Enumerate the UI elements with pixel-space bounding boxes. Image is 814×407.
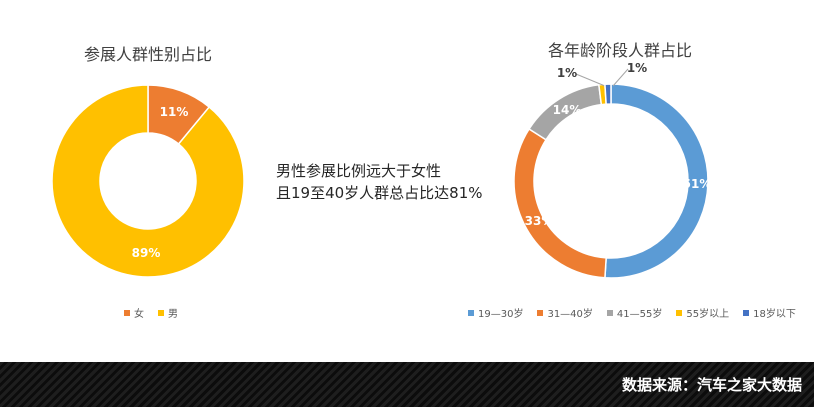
gender-chart-title: 参展人群性别占比 <box>83 45 212 64</box>
legend-label-1-0: 19—30岁 <box>478 309 524 320</box>
footer-bar: 数据来源：汽车之家大数据 <box>0 362 814 407</box>
legend-swatch-0-1 <box>158 309 164 316</box>
donut-slice-0-1 <box>51 84 245 278</box>
summary-line-1: 男性参展比例远大于女性 <box>276 162 442 180</box>
data-label-1-0: 51% <box>683 177 712 191</box>
legend-item-0-0: 女 <box>124 305 144 320</box>
legend-swatch-1-2 <box>606 309 613 316</box>
legend-swatch-1-1 <box>537 309 544 316</box>
summary-line-2: 且19至40岁人群总占比达81% <box>276 184 483 202</box>
legend-item-1-4: 18岁以下 <box>743 305 796 320</box>
summary-annotation: 男性参展比例远大于女性 且19至40岁人群总占比达81% <box>276 160 483 204</box>
legend-label-1-2: 41—55岁 <box>616 309 663 320</box>
age-chart-legend: 19—30岁 31—40岁 41—55岁 55岁以上 18岁以下 <box>468 305 796 320</box>
legend-label-1-1: 31—40岁 <box>547 309 593 320</box>
legend-label-1-4: 18岁以下 <box>753 309 796 320</box>
legend-label-0-1: 男 <box>168 309 178 320</box>
age-chart-title: 各年龄阶段人群占比 <box>547 41 692 60</box>
legend-swatch-1-4 <box>743 309 750 316</box>
legend-label-0-0: 女 <box>134 309 144 320</box>
legend-item-1-0: 19—30岁 <box>468 305 523 320</box>
legend-item-1-3: 55岁以上 <box>676 305 729 320</box>
data-label-1-1: 33% <box>525 214 554 228</box>
legend-swatch-1-0 <box>468 309 474 316</box>
gender-chart-legend: 女男 <box>124 305 178 320</box>
data-label-1-3: 1% <box>557 66 577 80</box>
data-label-1-2: 14% <box>553 103 582 117</box>
legend-item-1-1: 31—40岁 <box>537 305 593 320</box>
gender-donut-chart: 11% 89% <box>51 84 245 278</box>
donut-slice-1-1 <box>513 127 607 279</box>
legend-swatch-0-0 <box>124 309 130 316</box>
legend-item-1-2: 41—55岁 <box>606 305 663 320</box>
age-donut-chart: 51% 33% 14% 1% 1% <box>513 61 712 279</box>
data-label-0-1: 89% <box>132 246 161 260</box>
legend-swatch-1-3 <box>676 309 683 316</box>
leader-line-1-3 <box>575 73 606 87</box>
data-source-note: 数据来源：汽车之家大数据 <box>621 376 802 394</box>
legend-label-1-3: 55岁以上 <box>686 309 730 320</box>
data-label-1-4: 1% <box>627 61 647 75</box>
data-label-0-0: 11% <box>160 105 189 119</box>
donut-slice-1-4 <box>604 83 612 105</box>
legend-item-0-1: 男 <box>158 305 178 320</box>
leader-line-1-4 <box>612 68 629 87</box>
